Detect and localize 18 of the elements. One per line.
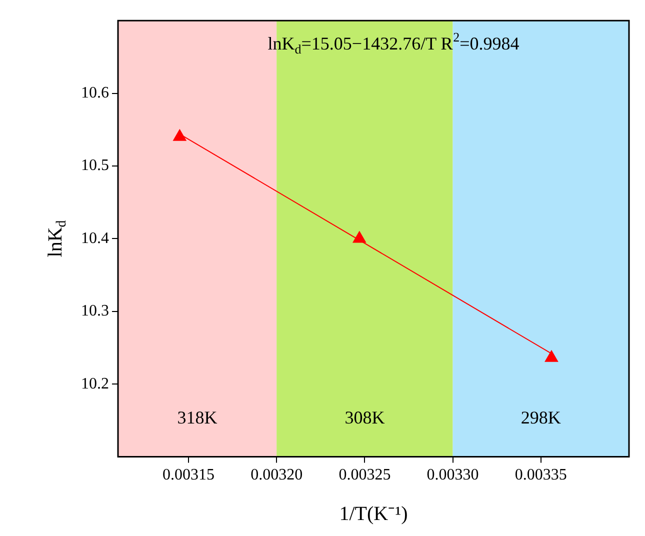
x-tick-label: 0.00330 [426,466,479,484]
y-tick-label: 10.2 [81,375,109,392]
y-tick-label: 10.5 [81,157,109,174]
x-tick-label: 0.00335 [514,466,567,484]
x-tick-label: 0.00315 [162,466,214,484]
x-tick-label: 0.00325 [338,466,391,484]
y-tick-label: 10.6 [81,84,109,102]
point [173,129,186,141]
y-tick-label: 10.3 [81,302,109,320]
point [352,231,366,243]
x-axis-title: 1/T(K⁻¹) [339,503,408,526]
band-label: 308K [344,408,385,428]
band-label: 318K [177,408,218,428]
y-tick-label: 10.4 [81,230,109,247]
point [544,350,558,362]
band-label: 298K [520,408,561,428]
x-tick-label: 0.00320 [250,466,303,484]
y-axis-title: lnKd [44,220,70,258]
